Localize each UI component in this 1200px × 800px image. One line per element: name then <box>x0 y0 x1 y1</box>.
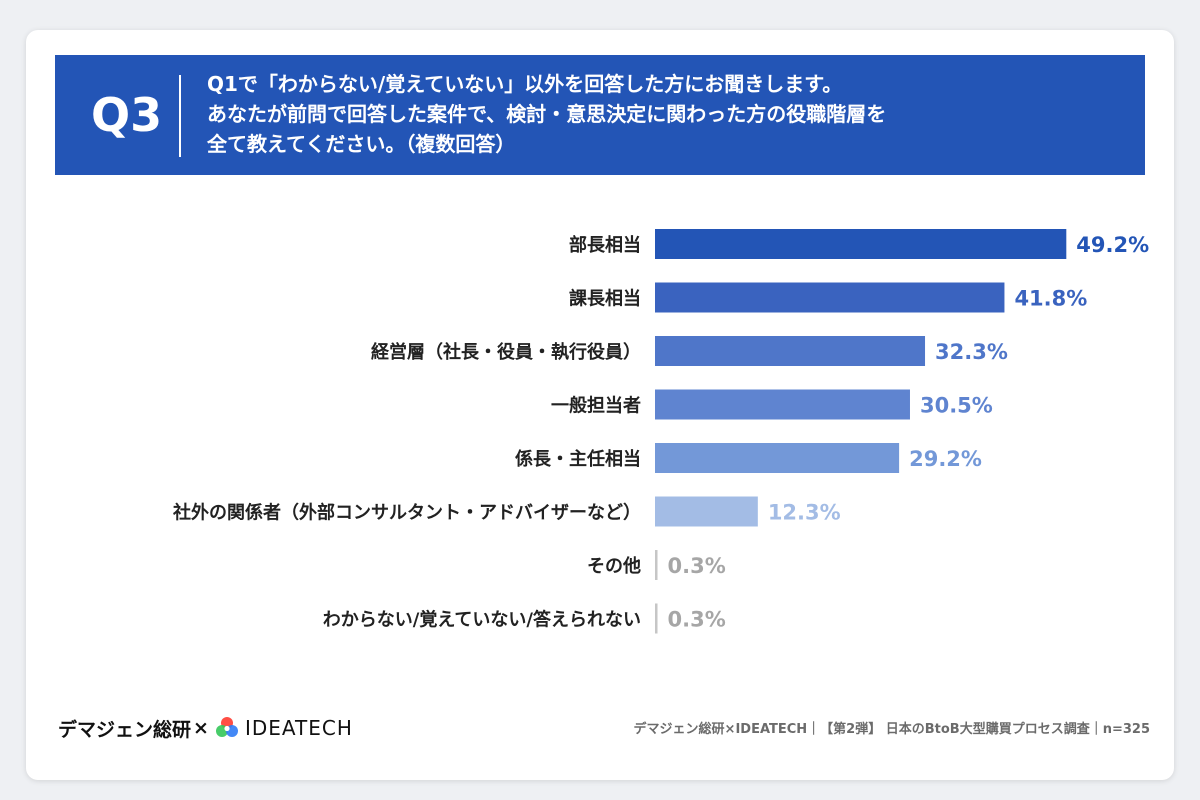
value-label: 12.3% <box>768 501 841 525</box>
category-label: 部長相当 <box>569 234 641 256</box>
question-header: Q3 Q1で「わからない/覚えていない」以外を回答した方にお聞きします。 あなた… <box>55 55 1145 175</box>
value-label: 49.2% <box>1076 233 1149 257</box>
question-text: Q1で「わからない/覚えていない」以外を回答した方にお聞きします。 あなたが前問… <box>207 69 1127 159</box>
bar <box>655 229 1067 259</box>
value-label: 0.3% <box>668 608 726 632</box>
category-label: 係長・主任相当 <box>515 448 641 470</box>
category-label: 経営層（社長・役員・執行役員） <box>371 341 641 363</box>
category-label: 社外の関係者（外部コンサルタント・アドバイザーなど） <box>173 502 641 524</box>
brand-name-english: IDEATECH <box>244 716 353 740</box>
value-label: 41.8% <box>1014 287 1087 311</box>
bar <box>655 443 900 473</box>
value-label: 30.5% <box>920 394 993 418</box>
brand-logo-group: デマジェン総研 × IDEATECH <box>58 712 353 744</box>
ideatech-logo-icon <box>215 717 238 737</box>
bar <box>655 389 910 420</box>
question-line-3: 全て教えてください。（複数回答） <box>207 132 516 156</box>
value-label: 0.3% <box>668 554 726 578</box>
question-line-1: Q1で「わからない/覚えていない」以外を回答した方にお聞きします。 <box>207 72 843 96</box>
question-number: Q3 <box>91 88 163 142</box>
brand-name-japanese: デマジェン総研 <box>58 718 192 741</box>
header-divider <box>179 75 181 157</box>
brand-separator: × <box>193 717 209 739</box>
category-label: わからない/覚えていない/答えられない <box>323 609 641 631</box>
category-label: 一般担当者 <box>551 395 641 417</box>
source-note: デマジェン総研×IDEATECH｜【第2弾】 日本のBtoB大型購買プロセス調査… <box>633 722 1150 737</box>
bar <box>655 496 758 527</box>
bar <box>655 282 1005 313</box>
category-label: 課長相当 <box>569 288 641 310</box>
bar <box>655 550 658 580</box>
category-label: その他 <box>587 555 641 577</box>
bar <box>655 603 658 634</box>
bar <box>655 336 926 366</box>
value-label: 32.3% <box>935 340 1008 364</box>
value-label: 29.2% <box>909 447 982 471</box>
question-line-2: あなたが前問で回答した案件で、検討・意思決定に関わった方の役職階層を <box>207 102 887 126</box>
